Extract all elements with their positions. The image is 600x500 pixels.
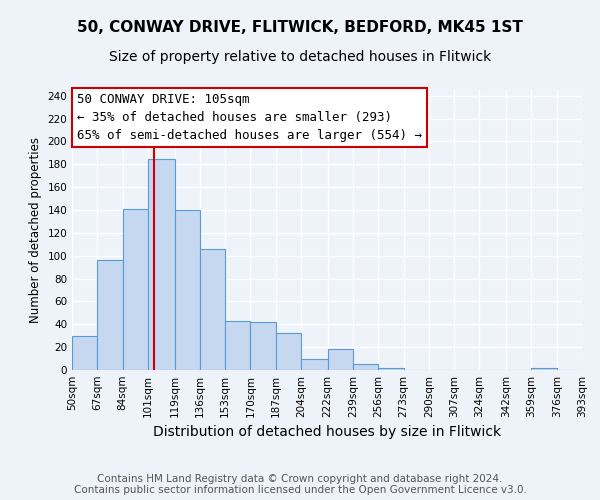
Bar	[582, 366, 600, 370]
Bar	[532, 368, 557, 370]
Bar	[148, 158, 175, 370]
Bar	[72, 336, 97, 370]
Text: Size of property relative to detached houses in Flitwick: Size of property relative to detached ho…	[109, 50, 491, 64]
Bar	[200, 249, 225, 370]
Bar	[328, 350, 353, 370]
Y-axis label: Number of detached properties: Number of detached properties	[29, 137, 42, 323]
Bar	[276, 334, 301, 370]
Bar	[175, 210, 200, 370]
Bar	[353, 364, 378, 370]
Bar	[378, 368, 404, 370]
Bar	[122, 209, 148, 370]
Text: Contains public sector information licensed under the Open Government Licence v3: Contains public sector information licen…	[74, 485, 526, 495]
Text: 50, CONWAY DRIVE, FLITWICK, BEDFORD, MK45 1ST: 50, CONWAY DRIVE, FLITWICK, BEDFORD, MK4…	[77, 20, 523, 35]
Bar	[301, 358, 328, 370]
Text: Contains HM Land Registry data © Crown copyright and database right 2024.: Contains HM Land Registry data © Crown c…	[97, 474, 503, 484]
Bar	[225, 321, 250, 370]
X-axis label: Distribution of detached houses by size in Flitwick: Distribution of detached houses by size …	[153, 426, 501, 440]
Bar	[97, 260, 122, 370]
Bar	[250, 322, 276, 370]
Text: 50 CONWAY DRIVE: 105sqm
← 35% of detached houses are smaller (293)
65% of semi-d: 50 CONWAY DRIVE: 105sqm ← 35% of detache…	[77, 93, 422, 142]
